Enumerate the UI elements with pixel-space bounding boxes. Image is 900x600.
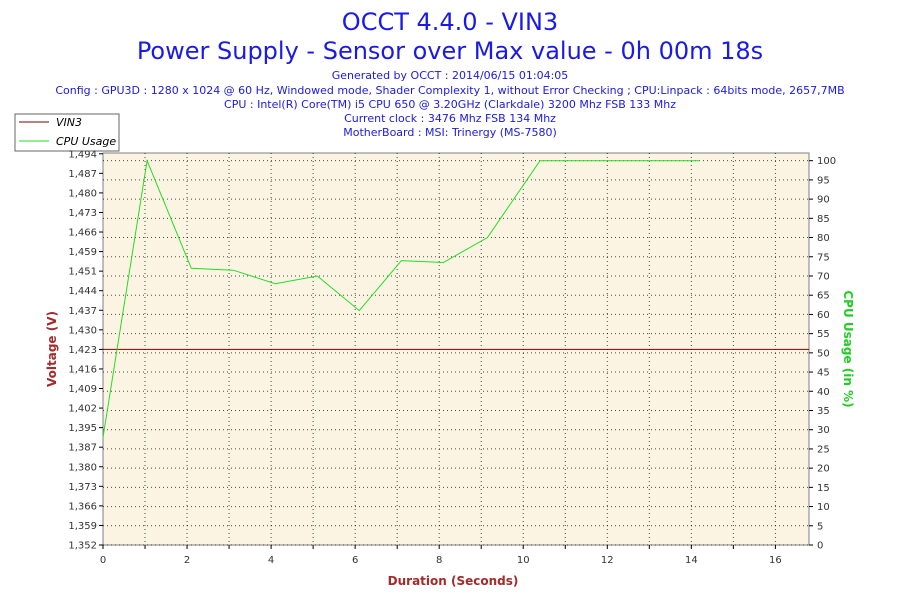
series-layer	[102, 158, 809, 438]
y-left-tick-label: 1,395	[68, 423, 97, 434]
chart-title: OCCT 4.4.0 - VIN3	[342, 8, 558, 36]
x-tick-label: 16	[769, 555, 782, 566]
y-right-tick-label: 85	[817, 214, 830, 225]
info-line: Current clock : 3476 Mhz FSB 134 Mhz	[344, 112, 556, 125]
y-left-tick-label: 1,402	[68, 404, 97, 415]
y-left-tick-label: 1,444	[68, 286, 97, 297]
series-line-cpu-usage	[102, 158, 700, 438]
y-right-tick-label: 5	[817, 521, 823, 532]
x-tick-label: 8	[436, 555, 442, 566]
y-axis-left: 1,352 1,359 1,366 1,373 1,380 1,387 1,395 1,402…	[68, 149, 103, 552]
x-tick-label: 10	[517, 555, 530, 566]
y-right-tick-label: 60	[817, 310, 830, 321]
y-right-tick-label: 30	[817, 425, 830, 436]
info-line: Generated by OCCT : 2014/06/15 01:04:05	[332, 69, 569, 82]
y-right-tick-label: 35	[817, 406, 830, 417]
y-right-tick-label: 45	[817, 368, 830, 379]
y-right-tick-label: 10	[817, 502, 830, 513]
legend: VIN3 CPU Usage	[14, 113, 120, 152]
y-right-tick-label: 95	[817, 175, 830, 186]
y-axis-right-title: CPU Usage (in %)	[841, 290, 855, 407]
y-right-tick-label: 100	[817, 156, 836, 167]
y-left-tick-label: 1,423	[68, 345, 97, 356]
y-right-tick-label: 75	[817, 252, 830, 263]
y-left-tick-label: 1,352	[68, 541, 97, 552]
y-left-tick-label: 1,487	[68, 169, 97, 180]
info-line: Config : GPU3D : 1280 x 1024 @ 60 Hz, Wi…	[55, 84, 844, 97]
info-line: CPU : Intel(R) Core(TM) i5 CPU 650 @ 3.2…	[224, 98, 676, 111]
y-left-tick-label: 1,387	[68, 443, 97, 454]
y-left-tick-label: 1,409	[68, 384, 97, 395]
y-left-tick-label: 1,416	[68, 364, 97, 375]
y-left-tick-label: 1,480	[68, 188, 97, 199]
y-axis-right: 0 5 10 15 20 25 30 35 40 45 50 55 60 65 70 75 80 85 90 95 10…	[809, 156, 836, 552]
x-tick-label: 4	[268, 555, 274, 566]
x-tick-label: 14	[685, 555, 698, 566]
y-left-tick-label: 1,466	[68, 228, 97, 239]
y-right-tick-label: 70	[817, 271, 830, 282]
y-right-tick-label: 80	[817, 233, 830, 244]
y-right-tick-label: 65	[817, 291, 830, 302]
legend-label-vin3: VIN3	[56, 116, 82, 129]
y-left-tick-label: 1,473	[68, 208, 97, 219]
x-axis: 0 2 4 6 8 10 12 14 16	[100, 545, 782, 566]
info-line: MotherBoard : MSI: Trinergy (MS-7580)	[343, 126, 557, 139]
y-left-tick-label: 1,359	[68, 521, 97, 532]
y-left-tick-label: 1,380	[68, 462, 97, 473]
y-left-tick-label: 1,373	[68, 482, 97, 493]
y-right-tick-label: 0	[817, 541, 823, 552]
x-tick-label: 6	[352, 555, 358, 566]
y-right-tick-label: 50	[817, 348, 830, 359]
x-tick-label: 0	[100, 555, 106, 566]
y-right-tick-label: 55	[817, 329, 830, 340]
x-tick-label: 2	[184, 555, 190, 566]
legend-label-cpu: CPU Usage	[56, 135, 116, 148]
y-left-tick-label: 1,437	[68, 306, 97, 317]
y-left-tick-label: 1,494	[68, 149, 97, 160]
y-right-tick-label: 25	[817, 444, 830, 455]
y-right-tick-label: 15	[817, 483, 830, 494]
y-right-tick-label: 20	[817, 464, 830, 475]
x-axis-title: Duration (Seconds)	[388, 574, 519, 588]
y-left-tick-label: 1,366	[68, 501, 97, 512]
y-left-tick-label: 1,459	[68, 247, 97, 258]
y-axis-left-title: Voltage (V)	[45, 311, 59, 387]
legend-box	[14, 113, 120, 152]
x-tick-label: 12	[601, 555, 614, 566]
y-left-tick-label: 1,451	[68, 267, 97, 278]
y-left-tick-label: 1,430	[68, 325, 97, 336]
y-right-tick-label: 40	[817, 387, 830, 398]
y-right-tick-label: 90	[817, 195, 830, 206]
chart-subtitle: Power Supply - Sensor over Max value - 0…	[137, 37, 763, 65]
